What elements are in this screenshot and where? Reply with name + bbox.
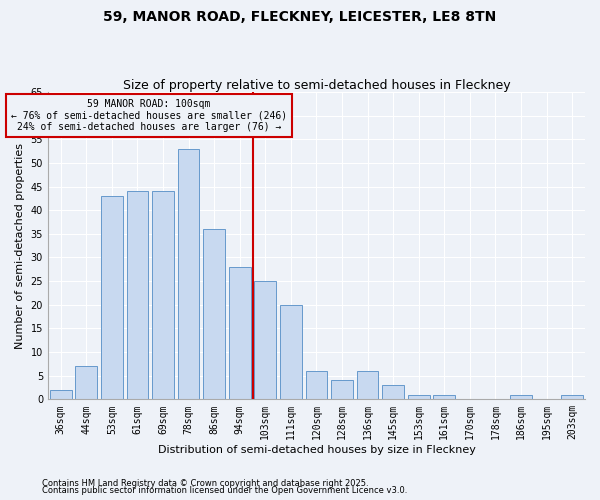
Bar [203, 229, 225, 400]
Bar [510, 394, 532, 400]
Text: Contains public sector information licensed under the Open Government Licence v3: Contains public sector information licen… [42, 486, 407, 495]
Bar [76, 366, 97, 400]
Text: Contains HM Land Registry data © Crown copyright and database right 2025.: Contains HM Land Registry data © Crown c… [42, 478, 368, 488]
Bar [229, 267, 251, 400]
Bar [408, 394, 430, 400]
Bar [50, 390, 71, 400]
Y-axis label: Number of semi-detached properties: Number of semi-detached properties [15, 142, 25, 348]
Bar [357, 371, 379, 400]
Title: Size of property relative to semi-detached houses in Fleckney: Size of property relative to semi-detach… [122, 79, 510, 92]
Text: 59, MANOR ROAD, FLECKNEY, LEICESTER, LE8 8TN: 59, MANOR ROAD, FLECKNEY, LEICESTER, LE8… [103, 10, 497, 24]
Text: 59 MANOR ROAD: 100sqm
← 76% of semi-detached houses are smaller (246)
24% of sem: 59 MANOR ROAD: 100sqm ← 76% of semi-deta… [11, 99, 287, 132]
Bar [433, 394, 455, 400]
Bar [152, 192, 174, 400]
Bar [178, 148, 199, 400]
Bar [101, 196, 123, 400]
Bar [382, 385, 404, 400]
Bar [562, 394, 583, 400]
Bar [127, 192, 148, 400]
Bar [254, 281, 276, 400]
Bar [305, 371, 328, 400]
Bar [280, 305, 302, 400]
Bar [331, 380, 353, 400]
X-axis label: Distribution of semi-detached houses by size in Fleckney: Distribution of semi-detached houses by … [158, 445, 475, 455]
